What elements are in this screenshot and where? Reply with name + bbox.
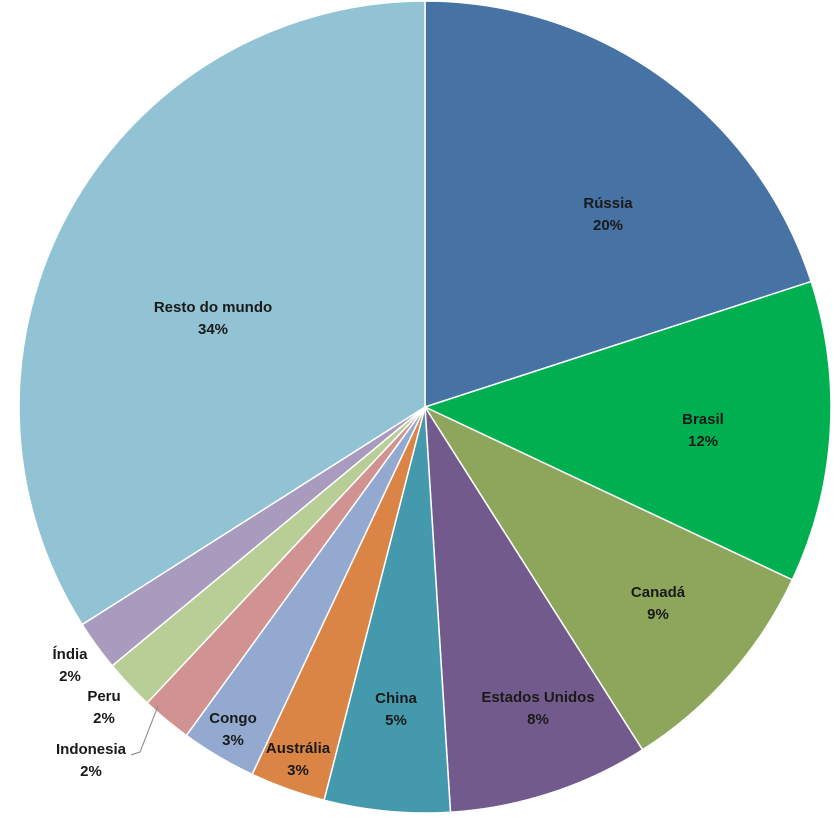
pie-slice-estados-unidos xyxy=(424,406,644,813)
slice-label-estados-unidos: Estados Unidos xyxy=(481,689,594,706)
slice-label-indonesia: Indonesia xyxy=(56,741,127,758)
slice-percent-russia: 20% xyxy=(593,217,623,234)
slice-percent-indonesia: 2% xyxy=(80,763,102,780)
slice-label-brasil: Brasil xyxy=(682,411,724,428)
slice-label-russia: Rússia xyxy=(583,195,633,212)
slice-label-resto-do-mundo: Resto do mundo xyxy=(154,299,272,316)
slice-percent-peru: 2% xyxy=(93,710,115,727)
slice-percent-resto-do-mundo: 34% xyxy=(198,321,228,338)
slice-label-australia: Austrália xyxy=(266,740,331,757)
slice-percent-india: 2% xyxy=(59,668,81,685)
slice-label-india: Índia xyxy=(52,646,88,663)
slice-label-china: China xyxy=(375,690,417,707)
slice-label-canada: Canadá xyxy=(631,584,686,601)
pie-slice-canada xyxy=(422,405,794,751)
slice-label-congo: Congo xyxy=(209,710,256,727)
slice-percent-brasil: 12% xyxy=(688,433,718,450)
pie-slice-brasil xyxy=(422,280,832,581)
pie-slice-resto-do-mundo xyxy=(18,0,426,626)
slice-percent-estados-unidos: 8% xyxy=(527,711,549,728)
slice-percent-china: 5% xyxy=(385,712,407,729)
leader-line-indonesia xyxy=(130,705,159,756)
slice-percent-congo: 3% xyxy=(222,732,244,749)
pie-slice-russia xyxy=(424,0,813,409)
slice-percent-canada: 9% xyxy=(647,606,669,623)
slice-percent-australia: 3% xyxy=(287,762,309,779)
slice-label-peru: Peru xyxy=(87,688,120,705)
